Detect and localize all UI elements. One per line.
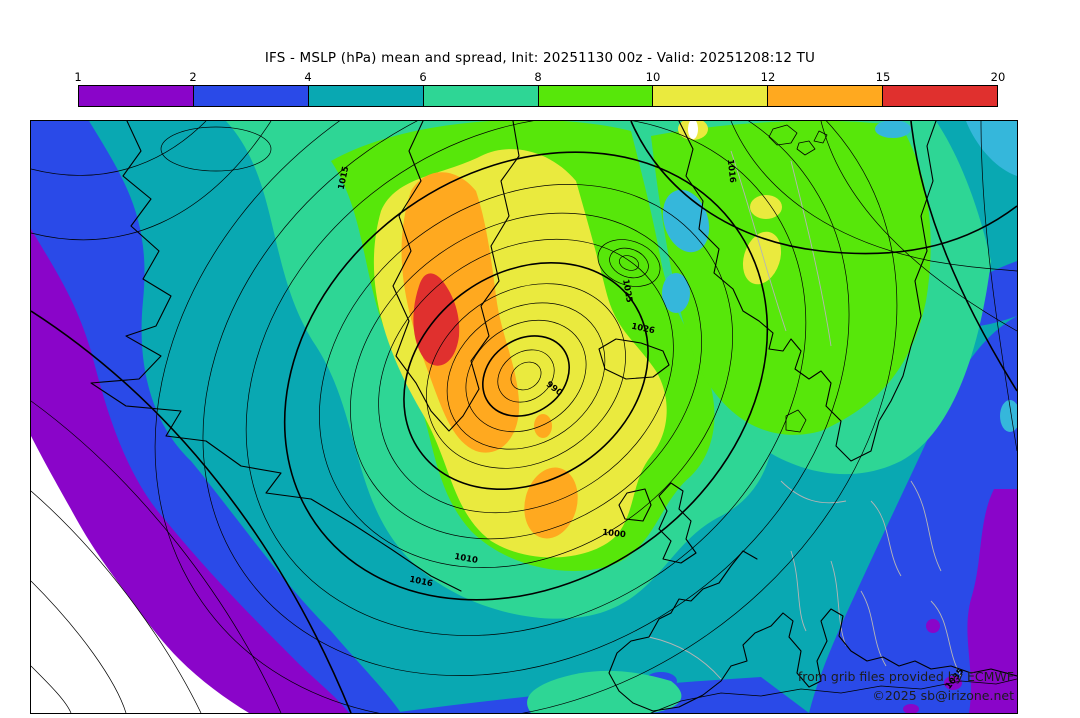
chart-title: IFS - MSLP (hPa) mean and spread, Init: … bbox=[264, 50, 816, 66]
isobar-contour bbox=[465, 319, 587, 433]
coast-north-africa bbox=[650, 678, 1017, 713]
colorbar: 1 2 4 6 8 10 12 15 20 bbox=[74, 70, 1005, 107]
spread-region-below-1 bbox=[31, 436, 249, 713]
isobar-contours-ridges bbox=[31, 121, 1017, 452]
isobar-contour bbox=[154, 121, 898, 713]
coast-europe-mediterranean bbox=[608, 550, 1017, 712]
colorbar-tick-label: 8 bbox=[534, 70, 542, 84]
spread-region-cyan-patches bbox=[662, 121, 1017, 432]
isobar-contour bbox=[319, 184, 733, 568]
spread-map bbox=[31, 121, 1017, 713]
colorbar-tick-label: 20 bbox=[990, 70, 1006, 84]
isobar-contour bbox=[510, 361, 542, 391]
colorbar-tick-label: 12 bbox=[760, 70, 776, 84]
isobar-contour bbox=[426, 283, 626, 469]
spread-region-15-20 bbox=[413, 273, 460, 366]
colorbar-segment bbox=[307, 86, 423, 106]
coast-scandinavia bbox=[678, 121, 937, 462]
colorbar-tick-label: 10 bbox=[645, 70, 661, 84]
colorbar-segment bbox=[767, 86, 883, 106]
colorbar-segment bbox=[422, 86, 538, 106]
colorbar-tick-label: 1 bbox=[74, 70, 82, 84]
coast-denmark bbox=[785, 409, 807, 433]
coast-greenland bbox=[392, 121, 520, 432]
colorbar-segment bbox=[192, 86, 308, 106]
attribution-source: from grib files provided by ECMWF bbox=[797, 669, 1014, 684]
isobar-contour bbox=[482, 335, 570, 417]
coast-north-america bbox=[90, 121, 462, 592]
isobar-contour bbox=[403, 261, 649, 491]
isobar-contour bbox=[378, 238, 674, 514]
colorbar-tick-label: 2 bbox=[189, 70, 197, 84]
map-panel: 1015 1016 1025 1026 990 1000 1010 1016 1035 from… bbox=[30, 120, 1018, 714]
isobar-contour bbox=[350, 212, 702, 540]
country-borders bbox=[648, 150, 962, 680]
coast-iceland bbox=[598, 338, 670, 380]
colorbar-segment bbox=[882, 86, 997, 106]
isobar-contour bbox=[202, 121, 850, 676]
colorbar-tick-labels: 1 2 4 6 8 10 12 15 20 bbox=[74, 70, 1005, 85]
colorbar-segment bbox=[537, 86, 653, 106]
colorbar-bar bbox=[78, 85, 998, 107]
colorbar-tick-label: 15 bbox=[875, 70, 891, 84]
coast-svalbard bbox=[768, 124, 828, 156]
isobar-contours-southwest-high bbox=[31, 310, 352, 713]
coast-ireland bbox=[618, 488, 652, 522]
colorbar-segment bbox=[652, 86, 768, 106]
coastlines bbox=[90, 121, 1017, 713]
isobar-contour bbox=[283, 151, 769, 601]
isobar-contour bbox=[497, 349, 555, 403]
coast-britain bbox=[658, 482, 697, 564]
isobar-contours-low bbox=[154, 121, 898, 713]
attribution-copyright: ©2025 sb@irizone.net bbox=[872, 688, 1014, 703]
colorbar-tick-label: 4 bbox=[304, 70, 312, 84]
colorbar-segment bbox=[79, 86, 193, 106]
spread-gap-white bbox=[688, 121, 698, 139]
colorbar-tick-label: 6 bbox=[419, 70, 427, 84]
isobar-contour bbox=[245, 121, 807, 636]
isobar-contour bbox=[446, 302, 606, 450]
